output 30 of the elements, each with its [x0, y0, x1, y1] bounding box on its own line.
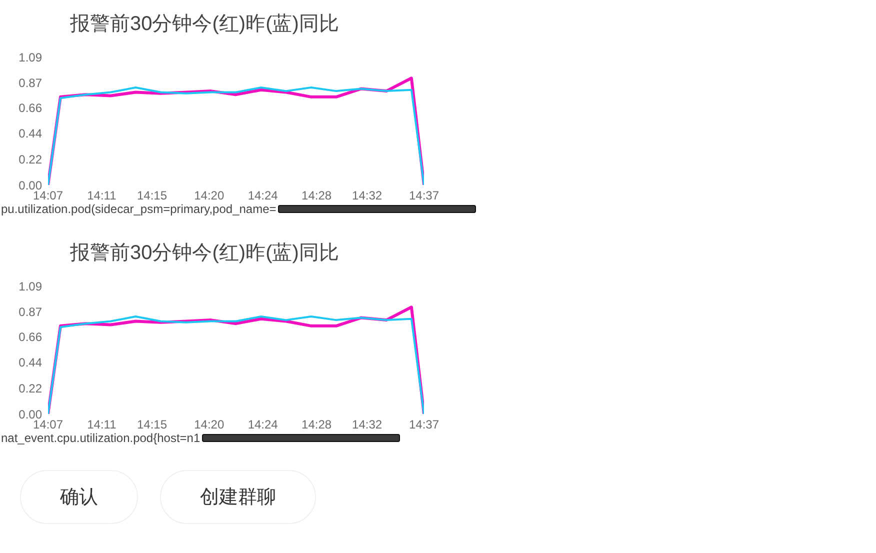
- text: nat_event.cpu.utilization.pod{host=n1: [1, 430, 200, 446]
- y-tick-label: 0.87: [18, 305, 42, 320]
- x-tick-label: 14:11: [87, 418, 117, 432]
- y-tick-label: 0.66: [18, 100, 42, 115]
- y-tick-label: 1.09: [18, 50, 42, 64]
- x-tick-label: 14:20: [194, 418, 224, 432]
- x-tick-label: 14:24: [248, 418, 278, 432]
- x-tick-label: 14:32: [352, 188, 382, 203]
- y-tick-label: 0.44: [18, 126, 42, 141]
- x-tick-label: 14:20: [194, 188, 224, 203]
- x-tick-label: 14:37: [408, 418, 440, 432]
- x-tick-label: 14:11: [87, 188, 117, 203]
- y-tick-label: 0.22: [18, 152, 42, 166]
- y-tick-label: 1.09: [18, 279, 42, 294]
- x-tick-label: 14:15: [136, 188, 168, 203]
- chart-title: 报警前30分钟今(红)昨(蓝)同比: [70, 242, 339, 264]
- x-tick-label: 14:28: [302, 188, 332, 203]
- chart-title: 报警前30分钟今(红)昨(蓝)同比: [70, 13, 339, 35]
- x-tick-label: 14:37: [408, 188, 440, 203]
- x-tick-label: 14:32: [352, 418, 382, 432]
- x-tick-label: 14:28: [302, 418, 332, 432]
- text: pu.utilization.pod(sidecar_psm=primary,pod_name=: [1, 201, 276, 217]
- y-tick-label: 0.22: [18, 381, 42, 396]
- y-tick-label: 0.44: [18, 356, 42, 370]
- confirm-button[interactable]: 确认: [20, 470, 138, 524]
- y-tick-label: 0.87: [18, 76, 42, 90]
- y-tick-label: 0.66: [18, 330, 42, 344]
- x-tick-label: 14:15: [136, 418, 168, 432]
- create-group-chat-button[interactable]: 创建群聊: [160, 470, 316, 524]
- x-tick-label: 14:24: [248, 188, 278, 203]
